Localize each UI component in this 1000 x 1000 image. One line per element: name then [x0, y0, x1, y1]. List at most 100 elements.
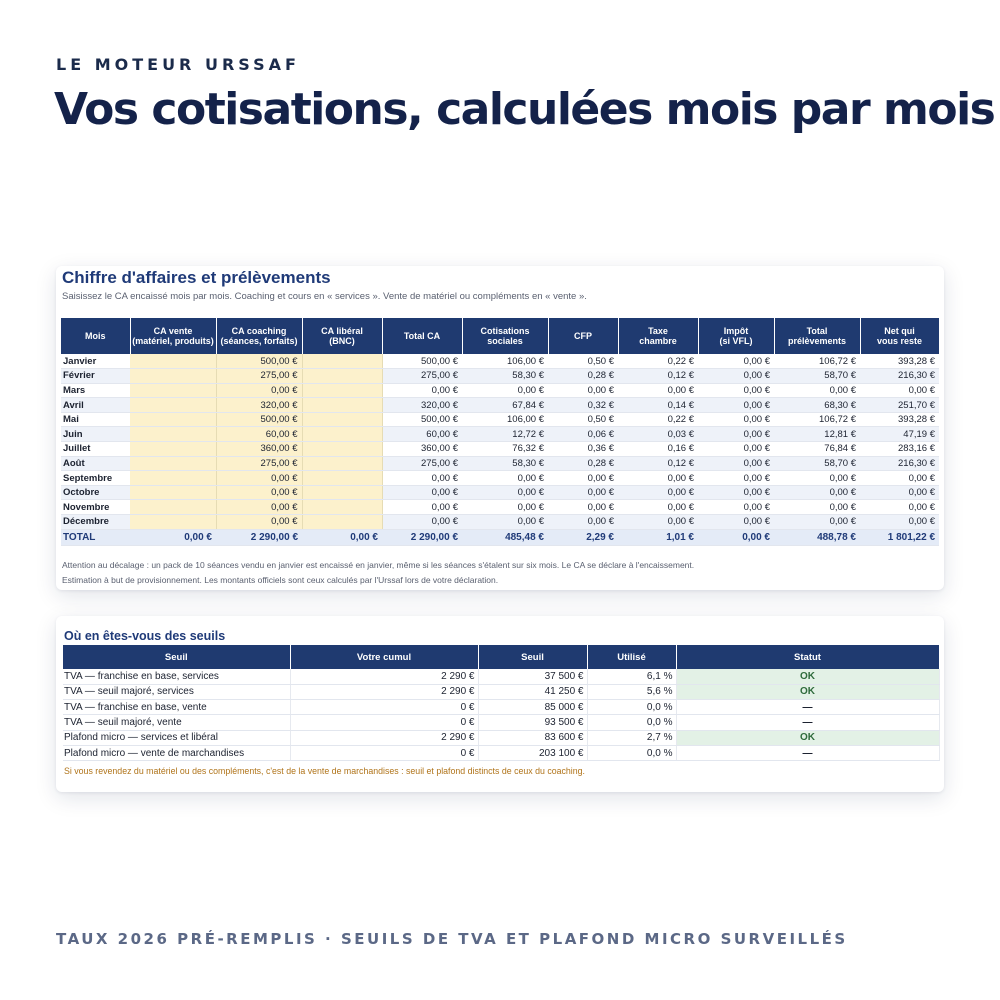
month-label: Janvier — [61, 354, 130, 370]
computed-cell: 0,00 € — [618, 499, 698, 516]
computed-cell: 393,28 € — [860, 354, 939, 370]
ca-input-cell[interactable] — [130, 470, 217, 486]
ca-input-cell[interactable] — [302, 514, 383, 530]
ca-input-cell[interactable] — [302, 441, 383, 457]
ca-table-row: Octobre 0,00 €0,00 €0,00 €0,00 €0,00 €0,0… — [61, 485, 939, 501]
status-badge: OK — [676, 730, 940, 746]
ca-input-cell[interactable] — [130, 514, 217, 530]
ca-table-row: Septembre 0,00 €0,00 €0,00 €0,00 €0,00 €0… — [61, 470, 939, 486]
month-label: Mars — [61, 383, 130, 399]
ca-col-header: CA vente (matériel, produits) — [130, 318, 217, 354]
ca-input-cell[interactable]: 500,00 € — [216, 412, 303, 428]
ca-input-cell[interactable]: 0,00 € — [216, 485, 303, 501]
total-cell: 2,29 € — [548, 528, 618, 546]
ca-input-cell[interactable] — [302, 354, 383, 370]
seuil-value: 83 600 € — [478, 730, 588, 746]
seuil-value: 93 500 € — [478, 714, 588, 731]
ca-input-cell[interactable] — [302, 485, 383, 501]
computed-cell: 0,00 € — [774, 514, 860, 530]
ca-input-cell[interactable] — [130, 441, 217, 457]
ca-input-cell[interactable] — [302, 397, 383, 413]
total-cell: 0,00 € — [302, 528, 382, 546]
total-cell: 0,00 € — [698, 528, 774, 546]
computed-cell: 0,06 € — [548, 426, 618, 443]
ca-input-cell[interactable]: 275,00 € — [216, 456, 303, 472]
seuil-value: 85 000 € — [478, 699, 588, 716]
cumul-value: 0 € — [290, 699, 479, 716]
ca-input-cell[interactable] — [302, 426, 383, 443]
computed-cell: 0,00 € — [698, 426, 774, 443]
computed-cell: 68,30 € — [774, 397, 860, 413]
ca-input-cell[interactable] — [302, 412, 383, 428]
computed-cell: 12,81 € — [774, 426, 860, 443]
computed-cell: 0,00 € — [698, 470, 774, 486]
ca-col-header-line: vous reste — [876, 336, 923, 346]
computed-cell: 76,32 € — [462, 441, 548, 457]
ca-input-cell[interactable] — [130, 368, 217, 384]
ca-col-header: Mois — [61, 318, 131, 354]
ca-col-header: Total CA — [382, 318, 463, 354]
computed-cell: 0,00 € — [382, 485, 462, 501]
ca-input-cell[interactable] — [302, 470, 383, 486]
ca-input-cell[interactable]: 275,00 € — [216, 368, 303, 384]
ca-input-cell[interactable] — [130, 397, 217, 413]
ca-input-cell[interactable]: 0,00 € — [216, 383, 303, 399]
computed-cell: 0,00 € — [698, 514, 774, 530]
ca-input-cell[interactable]: 0,00 € — [216, 470, 303, 486]
ca-total-row: TOTAL 0,00 €2 290,00 €0,00 €2 290,00 €485… — [61, 528, 939, 546]
ca-input-cell[interactable] — [130, 354, 217, 370]
computed-cell: 0,00 € — [698, 485, 774, 501]
computed-cell: 275,00 € — [382, 456, 462, 472]
utilise-value: 0,0 % — [587, 714, 677, 731]
computed-cell: 58,30 € — [462, 456, 548, 472]
ca-col-header-line: Mois — [84, 330, 106, 341]
computed-cell: 500,00 € — [382, 412, 462, 428]
computed-cell: 0,00 € — [698, 383, 774, 399]
month-label: Août — [61, 456, 130, 472]
computed-cell: 106,00 € — [462, 354, 548, 370]
computed-cell: 0,00 € — [548, 514, 618, 530]
computed-cell: 106,00 € — [462, 412, 548, 428]
seuil-value: 203 100 € — [478, 745, 588, 762]
ca-input-cell[interactable] — [302, 383, 383, 399]
ca-input-cell[interactable]: 500,00 € — [216, 354, 303, 370]
ca-col-header-line: Impôt — [723, 325, 749, 336]
computed-cell: 47,19 € — [860, 426, 939, 443]
cumul-value: 2 290 € — [290, 669, 479, 685]
total-cell: 488,78 € — [774, 528, 860, 546]
ca-input-cell[interactable] — [302, 368, 383, 384]
ca-col-header-line: (BNC) — [329, 336, 355, 346]
seuil-label: TVA — franchise en base, services — [63, 669, 291, 685]
computed-cell: 0,28 € — [548, 368, 618, 384]
ca-input-cell[interactable]: 320,00 € — [216, 397, 303, 413]
cumul-value: 0 € — [290, 745, 479, 762]
ca-input-cell[interactable] — [130, 456, 217, 472]
total-cell: 1 801,22 € — [860, 528, 939, 546]
ca-input-cell[interactable] — [130, 412, 217, 428]
seuils-col-header: Votre cumul — [290, 645, 479, 669]
ca-input-cell[interactable] — [302, 456, 383, 472]
ca-col-header: Cotisations sociales — [462, 318, 549, 354]
utilise-value: 6,1 % — [587, 669, 677, 685]
computed-cell: 0,00 € — [462, 514, 548, 530]
ca-card-subtitle: Saisissez le CA encaissé mois par mois. … — [62, 291, 587, 302]
utilise-value: 5,6 % — [587, 684, 677, 701]
ca-input-cell[interactable] — [130, 499, 217, 516]
eyebrow-label: LE MOTEUR URSSAF — [56, 55, 300, 74]
ca-input-cell[interactable]: 360,00 € — [216, 441, 303, 457]
ca-input-cell[interactable] — [130, 485, 217, 501]
ca-input-cell[interactable] — [130, 383, 217, 399]
status-badge: OK — [676, 669, 940, 685]
ca-input-cell[interactable]: 0,00 € — [216, 499, 303, 516]
ca-input-cell[interactable]: 0,00 € — [216, 514, 303, 530]
seuil-label: Plafond micro — vente de marchandises — [63, 745, 291, 762]
ca-input-cell[interactable] — [302, 499, 383, 516]
computed-cell: 0,00 € — [462, 470, 548, 486]
page-headline: Vos cotisations, calculées mois par mois — [54, 84, 996, 135]
ca-input-cell[interactable]: 60,00 € — [216, 426, 303, 443]
computed-cell: 58,70 € — [774, 368, 860, 384]
computed-cell: 0,00 € — [382, 383, 462, 399]
ca-table-row: Août 275,00 €275,00 €58,30 €0,28 €0,12 €0… — [61, 456, 939, 472]
utilise-value: 0,0 % — [587, 745, 677, 762]
ca-input-cell[interactable] — [130, 426, 217, 443]
